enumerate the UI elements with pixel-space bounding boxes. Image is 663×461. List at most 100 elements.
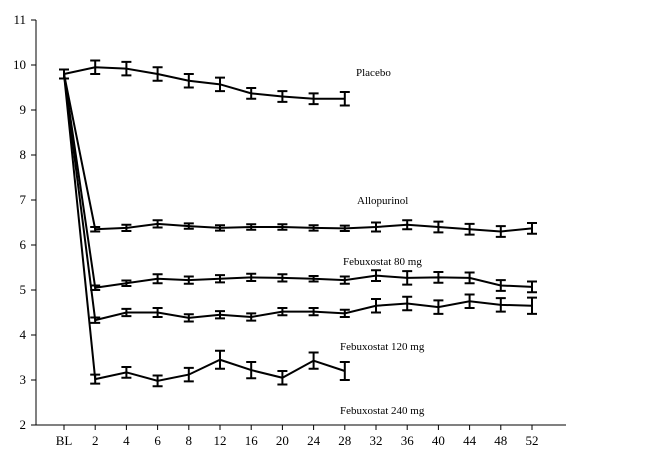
- error-bar: [495, 279, 506, 292]
- error-bar: [433, 271, 444, 284]
- y-tick-label: 10: [13, 57, 26, 72]
- error-bar: [90, 316, 101, 324]
- error-bar: [90, 226, 101, 233]
- x-tick-label: 20: [276, 433, 289, 448]
- error-bar: [495, 297, 506, 313]
- error-bar: [121, 279, 132, 287]
- error-bar: [152, 273, 163, 285]
- series-label-febuxostat-120: Febuxostat 120 mg: [340, 341, 425, 353]
- error-bar: [183, 73, 194, 89]
- y-tick-label: 11: [13, 12, 26, 27]
- error-bar: [308, 351, 319, 370]
- error-bar: [464, 271, 475, 285]
- y-tick-label: 8: [20, 147, 27, 162]
- y-tick-label: 5: [20, 282, 27, 297]
- series-label-febuxostat-240: Febuxostat 240 mg: [340, 405, 425, 417]
- x-tick-label: 32: [370, 433, 383, 448]
- x-tick-label: 12: [214, 433, 227, 448]
- error-bar: [433, 220, 444, 234]
- error-bar: [215, 310, 225, 320]
- error-bar: [339, 91, 350, 107]
- error-bar: [246, 223, 257, 231]
- x-tick-label: 2: [92, 433, 99, 448]
- error-bar: [339, 308, 350, 318]
- error-bar: [59, 68, 69, 80]
- error-bar: [121, 307, 132, 318]
- y-tick-label: 7: [20, 192, 27, 207]
- error-bar: [90, 59, 101, 75]
- error-bar: [152, 307, 163, 318]
- x-tick-label: 40: [432, 433, 445, 448]
- x-tick-label: 36: [401, 433, 415, 448]
- x-tick-label: 44: [463, 433, 477, 448]
- error-bar: [308, 307, 319, 317]
- error-bar: [215, 274, 225, 284]
- error-bar: [277, 370, 288, 386]
- error-bar: [277, 90, 288, 103]
- series-line: [63, 66, 345, 100]
- error-bar: [371, 221, 381, 233]
- x-tick-label: 8: [186, 433, 193, 448]
- x-tick-label: 4: [123, 433, 130, 448]
- error-bar: [495, 225, 506, 238]
- y-tick-label: 9: [20, 102, 27, 117]
- series-0: [59, 59, 350, 107]
- series-label-febuxostat-80: Febuxostat 80 mg: [343, 256, 422, 268]
- error-bar: [464, 222, 475, 236]
- y-tick-label: 4: [20, 327, 27, 342]
- error-bar: [371, 269, 381, 282]
- x-tick-label: 52: [526, 433, 539, 448]
- series-1: [59, 68, 537, 238]
- error-bar: [90, 373, 101, 385]
- error-bar: [246, 361, 257, 380]
- error-bar: [277, 223, 288, 231]
- error-bar: [402, 295, 413, 312]
- error-bar: [246, 272, 257, 282]
- x-axis-ticks: BL 2 4 6 8 12 16 20 24 28 32 36 40 44 48 52: [56, 425, 539, 448]
- error-bar: [121, 223, 132, 233]
- series-3: [59, 68, 537, 324]
- series-label-allopurinol: Allopurinol: [357, 195, 408, 207]
- error-bar: [215, 76, 225, 93]
- error-bar: [152, 66, 163, 82]
- error-bar: [121, 365, 132, 379]
- x-tick-label: 48: [494, 433, 507, 448]
- x-tick-label: 16: [245, 433, 259, 448]
- error-bar: [215, 224, 225, 232]
- error-bar: [371, 298, 381, 314]
- series-group: [59, 59, 537, 388]
- error-bar: [339, 361, 350, 381]
- series-4: [59, 68, 350, 388]
- error-bar: [308, 275, 319, 283]
- y-axis-ticks: 2 3 4 5 6 7 8 9 10 11: [13, 12, 36, 432]
- error-bar: [464, 293, 475, 309]
- error-bar: [183, 313, 194, 323]
- error-bar: [277, 307, 288, 317]
- x-tick-label: BL: [56, 433, 73, 448]
- error-bar: [183, 366, 194, 383]
- series-line: [63, 73, 346, 382]
- error-bar: [215, 349, 225, 370]
- series-line: [63, 73, 533, 322]
- error-bar: [402, 270, 413, 286]
- error-bar: [183, 222, 194, 230]
- y-tick-label: 3: [20, 372, 27, 387]
- error-bar: [246, 86, 257, 100]
- error-bar: [308, 92, 319, 106]
- error-bar: [183, 275, 194, 285]
- error-bar: [246, 312, 257, 322]
- y-tick-label: 2: [20, 417, 27, 432]
- error-bar: [152, 219, 163, 229]
- error-bar: [339, 275, 350, 285]
- series-line: [63, 73, 533, 289]
- x-tick-label: 24: [307, 433, 321, 448]
- x-tick-label: 6: [154, 433, 161, 448]
- error-bar: [527, 221, 537, 235]
- x-tick-label: 28: [338, 433, 351, 448]
- series-2: [59, 68, 537, 294]
- series-label-placebo: Placebo: [356, 67, 391, 79]
- error-bar: [277, 273, 288, 283]
- error-bar: [402, 219, 413, 231]
- series-line: [63, 73, 533, 233]
